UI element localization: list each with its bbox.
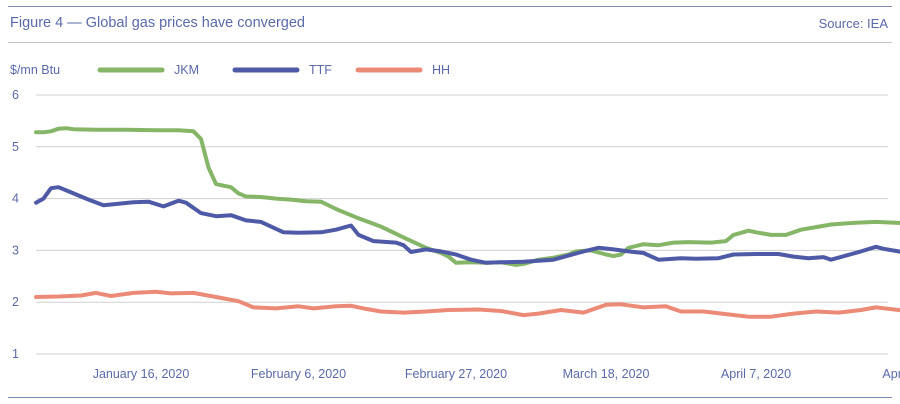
x-tick-label: April 29, 2020: [882, 367, 900, 381]
gridlines: [36, 94, 888, 355]
figure-title: Figure 4 — Global gas prices have conver…: [10, 15, 305, 31]
y-axis-label: $/mn Btu: [10, 63, 60, 77]
source-note: Source: IEA: [818, 16, 888, 31]
x-tick-label: April 7, 2020: [721, 367, 791, 381]
legend-label-ttf: TTF: [309, 63, 332, 77]
x-tick-label: February 27, 2020: [405, 367, 507, 381]
legend-label-hh: HH: [432, 63, 450, 77]
x-tick-label: March 18, 2020: [563, 367, 650, 381]
y-tick-label: 5: [12, 140, 19, 154]
x-tick-label: February 6, 2020: [251, 367, 346, 381]
top-rule: [8, 6, 892, 7]
x-tick-label: January 16, 2020: [93, 367, 190, 381]
legend: $/mn Btu JKM TTF HH: [10, 63, 450, 77]
y-tick-label: 1: [12, 347, 19, 361]
series-line-hh: [34, 289, 900, 319]
series-line-jkm: [34, 126, 900, 267]
x-axis: January 16, 2020 February 6, 2020 February…: [93, 367, 900, 381]
legend-label-jkm: JKM: [174, 63, 199, 77]
y-tick-label: 2: [12, 295, 19, 309]
y-tick-label: 4: [12, 192, 19, 206]
series-lines: [34, 126, 900, 319]
bottom-rule: [8, 397, 892, 398]
y-tick-label: 3: [12, 243, 19, 257]
header-divider: [8, 42, 892, 43]
y-axis: 1 2 3 4 5 6: [12, 88, 19, 361]
y-tick-label: 6: [12, 88, 19, 102]
series-line-ttf: [34, 185, 900, 265]
